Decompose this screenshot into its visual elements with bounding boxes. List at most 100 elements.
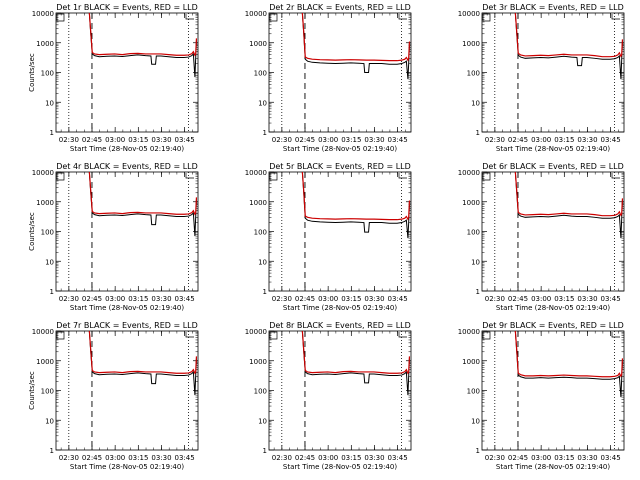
plot-frame (268, 330, 412, 451)
y-tick-label: 1000 (462, 40, 480, 48)
x-tick-label: 03:45 (388, 295, 408, 303)
corner-mark-left (56, 331, 65, 340)
y-tick-label: 1000 (249, 40, 267, 48)
det-panel-3: Det 3r BLACK = Events, RED = LLD 1 10 100 10… (458, 3, 625, 144)
x-tick-label: 03:45 (601, 295, 621, 303)
y-tick-label: 100 (254, 70, 267, 78)
det-panel-9: Det 9r BLACK = Events, RED = LLD 1 10 100 10… (458, 321, 625, 462)
x-tick-label: 03:00 (531, 454, 551, 462)
x-tick-label: 02:45 (295, 136, 315, 144)
panel-title: Det 3r BLACK = Events, RED = LLD (482, 3, 624, 12)
det-panel-8: Det 8r BLACK = Events, RED = LLD 1 10 100 10… (245, 321, 412, 462)
x-axis-label: Start Time (28-Nov-05 02:19:40) (70, 304, 184, 312)
plot-frame (55, 330, 199, 451)
events-series-line (514, 13, 623, 80)
x-tick-label: 03:00 (318, 295, 338, 303)
panel-title: Det 6r BLACK = Events, RED = LLD (482, 162, 624, 171)
corner-mark-left (269, 13, 278, 22)
y-tick-label: 10 (471, 99, 480, 107)
x-tick-label: 03:15 (554, 295, 574, 303)
y-tick-label: 100 (254, 388, 267, 396)
y-tick-label: 1000 (36, 358, 54, 366)
panel-title: Det 5r BLACK = Events, RED = LLD (269, 162, 411, 171)
x-tick-label: 03:15 (128, 295, 148, 303)
panel-title: Det 1r BLACK = Events, RED = LLD (56, 3, 198, 12)
x-axis-label: Start Time (28-Nov-05 02:19:40) (70, 145, 184, 153)
det-panel-2: Det 2r BLACK = Events, RED = LLD 1 10 100 10… (245, 3, 412, 144)
y-tick-label: 1 (263, 129, 267, 137)
x-tick-label: 03:30 (364, 454, 384, 462)
y-tick-label: 10000 (32, 328, 54, 336)
corner-mark-left (269, 172, 278, 181)
y-tick-label: 10 (471, 258, 480, 266)
corner-mark-left (482, 331, 491, 340)
corner-mark-right (398, 173, 407, 179)
events-series-line (88, 331, 197, 396)
y-tick-label: 100 (467, 229, 480, 237)
lld-series-line (88, 13, 198, 57)
events-series-line (301, 172, 410, 239)
events-series-line (301, 13, 410, 80)
x-tick-label: 02:45 (82, 136, 102, 144)
y-tick-label: 1000 (36, 199, 54, 207)
x-tick-label: 02:30 (59, 136, 79, 144)
x-axis-label: Start Time (28-Nov-05 02:19:40) (70, 463, 184, 471)
events-series-line (88, 13, 197, 78)
det-panel-6: Det 6r BLACK = Events, RED = LLD 1 10 100 10… (458, 162, 625, 303)
x-tick-label: 03:00 (105, 454, 125, 462)
x-tick-label: 03:45 (388, 454, 408, 462)
det-panel-5: Det 5r BLACK = Events, RED = LLD 1 10 100 10… (245, 162, 412, 303)
panel-title: Det 2r BLACK = Events, RED = LLD (269, 3, 411, 12)
y-tick-label: 1000 (462, 358, 480, 366)
y-tick-label: 10 (45, 99, 54, 107)
lld-series-line (301, 172, 411, 221)
y-tick-label: 100 (467, 388, 480, 396)
lld-series-line (88, 331, 198, 375)
y-tick-label: 10 (258, 417, 267, 425)
x-tick-label: 03:15 (128, 454, 148, 462)
corner-mark-right (398, 14, 407, 20)
x-tick-label: 03:15 (554, 136, 574, 144)
y-tick-label: 10 (45, 258, 54, 266)
x-tick-label: 03:15 (341, 295, 361, 303)
plot-frame (55, 12, 199, 133)
x-tick-label: 02:30 (272, 454, 292, 462)
x-axis-label: Start Time (28-Nov-05 02:19:40) (496, 463, 610, 471)
lld-series-line (514, 172, 624, 217)
x-tick-label: 03:30 (577, 136, 597, 144)
corner-mark-left (269, 331, 278, 340)
panel-title: Det 7r BLACK = Events, RED = LLD (56, 321, 198, 330)
y-tick-label: 10000 (458, 328, 480, 336)
panel-title: Det 4r BLACK = Events, RED = LLD (56, 162, 198, 171)
x-tick-label: 02:45 (295, 454, 315, 462)
corner-mark-right (398, 332, 407, 338)
y-tick-label: 1 (476, 288, 480, 296)
x-axis-label: Start Time (28-Nov-05 02:19:40) (496, 145, 610, 153)
y-tick-label: 10 (45, 417, 54, 425)
x-tick-label: 02:45 (508, 295, 528, 303)
plot-frame (268, 12, 412, 133)
y-axis-label: Counts/sec (28, 371, 36, 410)
corner-mark-right (611, 173, 620, 179)
corner-mark-right (185, 14, 194, 20)
x-tick-label: 03:15 (128, 136, 148, 144)
y-tick-label: 1 (50, 129, 54, 137)
x-tick-label: 03:00 (105, 295, 125, 303)
x-axis-label: Start Time (28-Nov-05 02:19:40) (496, 304, 610, 312)
x-tick-label: 03:45 (601, 136, 621, 144)
corner-mark-left (482, 172, 491, 181)
plot-frame (268, 171, 412, 292)
corner-mark-right (185, 173, 194, 179)
corner-mark-left (56, 172, 65, 181)
lld-series-line (514, 331, 624, 378)
y-tick-label: 10000 (32, 169, 54, 177)
x-tick-label: 03:30 (151, 454, 171, 462)
corner-mark-left (56, 13, 65, 22)
x-tick-label: 03:45 (175, 136, 195, 144)
x-tick-label: 03:30 (577, 295, 597, 303)
y-axis-label: Counts/sec (28, 212, 36, 251)
x-axis-label: Start Time (28-Nov-05 02:19:40) (283, 463, 397, 471)
x-tick-label: 03:00 (105, 136, 125, 144)
x-tick-label: 02:45 (508, 454, 528, 462)
x-tick-label: 02:45 (295, 295, 315, 303)
